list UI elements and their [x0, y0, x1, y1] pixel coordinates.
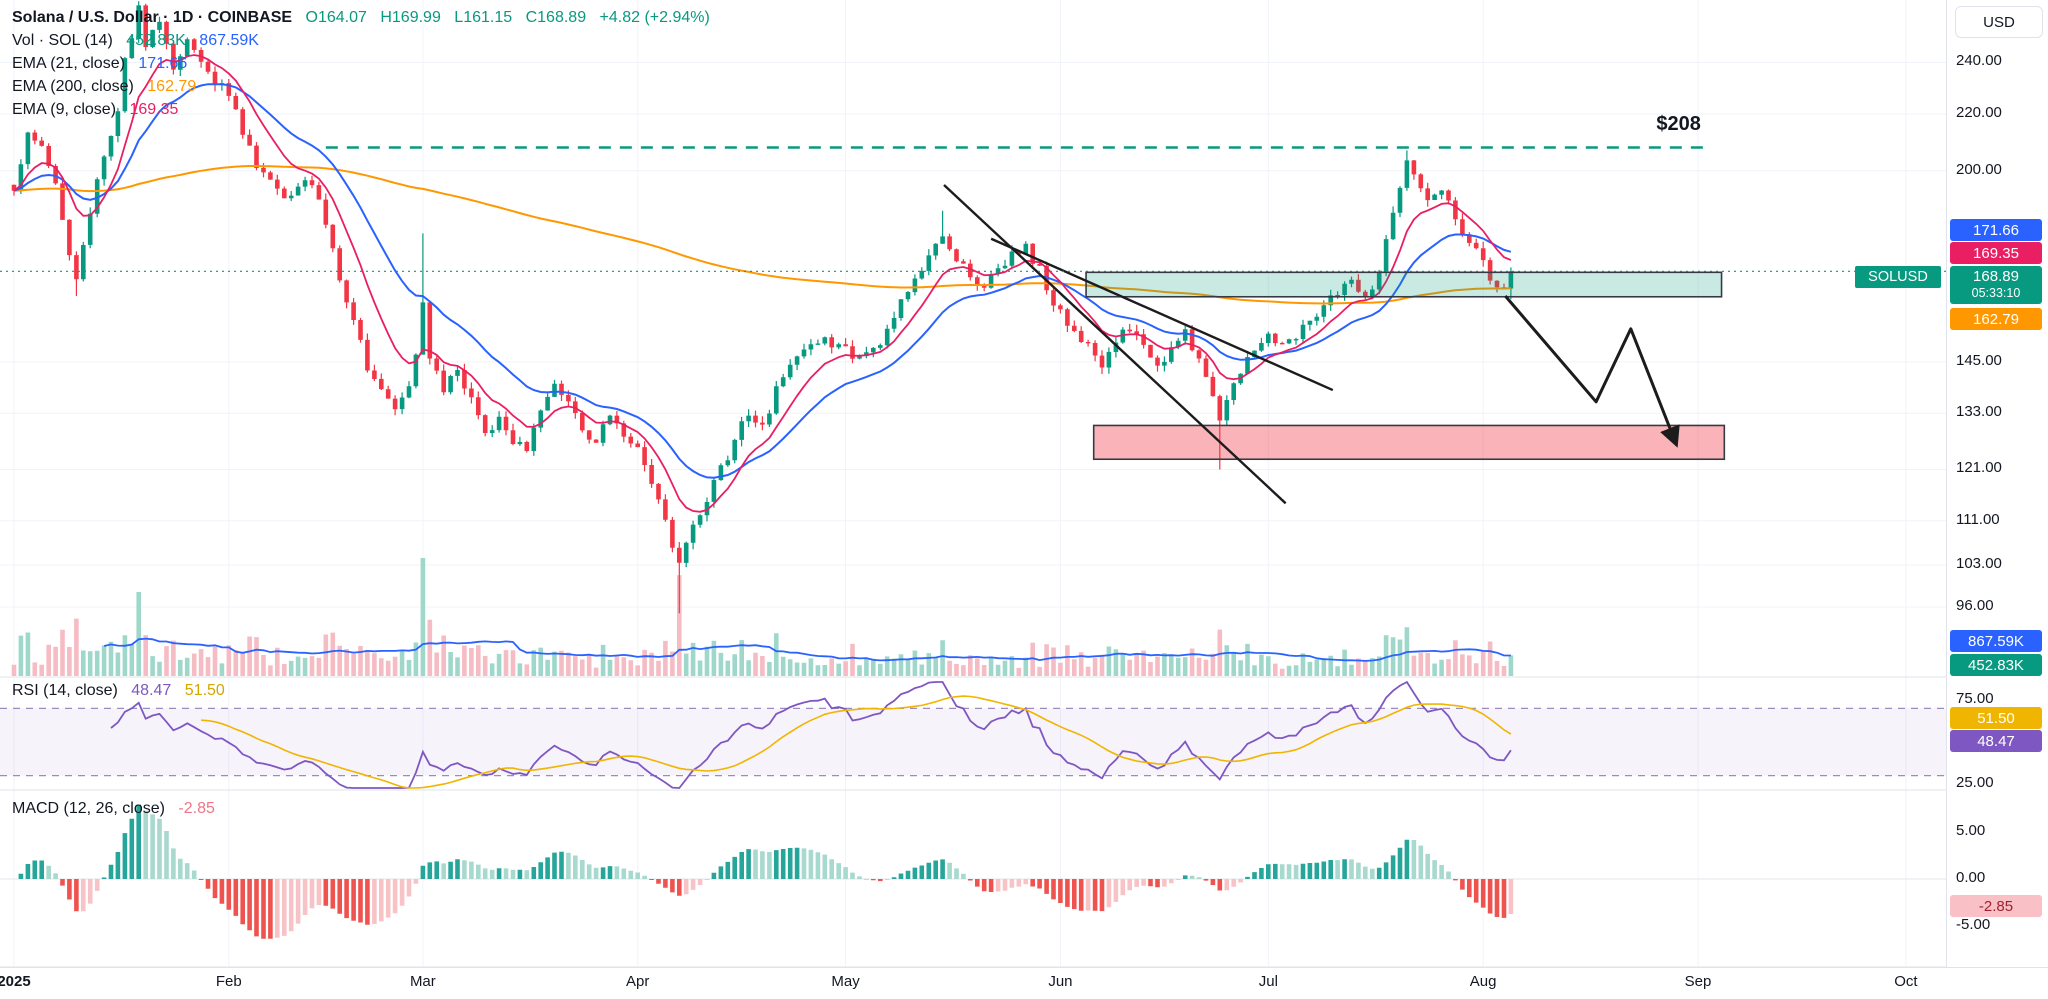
bar-countdown: 05:33:10	[1971, 286, 2021, 300]
ema21-legend-row[interactable]: EMA (21, close) 171.66	[12, 52, 710, 75]
macd-badge: -2.85	[1950, 895, 2042, 917]
volume-ma-badge: 867.59K	[1950, 630, 2042, 652]
ema21-price-badge: 171.66	[1950, 219, 2042, 241]
macd-label: MACD (12, 26, close)	[12, 800, 165, 817]
ema9-label: EMA (9, close)	[12, 101, 117, 118]
volume-label: Vol · SOL (14)	[12, 32, 113, 49]
last-price-badge: 168.89 05:33:10	[1950, 266, 2042, 304]
rsi-badge: 48.47	[1950, 730, 2042, 752]
ema21-label: EMA (21, close)	[12, 55, 125, 72]
rsi-value: 48.47	[131, 682, 172, 699]
ohlc-high: H169.99	[380, 9, 441, 26]
ema9-value: 169.35	[129, 101, 179, 118]
macd-value: -2.85	[178, 800, 215, 817]
ema200-price-badge: 162.79	[1950, 308, 2042, 330]
volume-badge: 452.83K	[1950, 654, 2042, 676]
volume-ma-value: 867.59K	[199, 32, 259, 49]
symbol-legend-row[interactable]: Solana / U.S. Dollar · 1D · COINBASE O16…	[12, 6, 710, 29]
ema200-legend-row[interactable]: EMA (200, close) 162.79	[12, 75, 710, 98]
ema200-value: 162.79	[147, 78, 197, 95]
ohlc-open: O164.07	[305, 9, 367, 26]
volume-legend-row[interactable]: Vol · SOL (14) 452.83K 867.59K	[12, 29, 710, 52]
last-price-value: 168.89	[1973, 268, 2019, 285]
ema9-price-badge: 169.35	[1950, 242, 2042, 264]
ohlc-close: C168.89	[525, 9, 587, 26]
price-axis[interactable]	[1946, 0, 2048, 998]
symbol-price-label: SOLUSD	[1855, 266, 1941, 288]
ohlc-change: +4.82 (+2.94%)	[599, 9, 710, 26]
price-level-label[interactable]: $208	[1656, 113, 1701, 136]
ema200-label: EMA (200, close)	[12, 78, 134, 95]
symbol-title: Solana / U.S. Dollar · 1D · COINBASE	[12, 9, 293, 26]
chart-legend: Solana / U.S. Dollar · 1D · COINBASE O16…	[12, 6, 710, 121]
rsi-ma-value: 51.50	[184, 682, 225, 699]
rsi-label: RSI (14, close)	[12, 682, 118, 699]
rsi-ma-badge: 51.50	[1950, 707, 2042, 729]
time-axis[interactable]	[0, 967, 2048, 999]
ohlc-low: L161.15	[454, 9, 513, 26]
rsi-legend-row[interactable]: RSI (14, close) 48.47 51.50	[12, 682, 225, 700]
macd-legend-row[interactable]: MACD (12, 26, close) -2.85	[12, 800, 215, 818]
ema21-value: 171.66	[138, 55, 188, 72]
volume-value: 452.83K	[126, 32, 186, 49]
currency-toggle-button[interactable]: USD	[1955, 6, 2043, 38]
ema9-legend-row[interactable]: EMA (9, close) 169.35	[12, 98, 710, 121]
